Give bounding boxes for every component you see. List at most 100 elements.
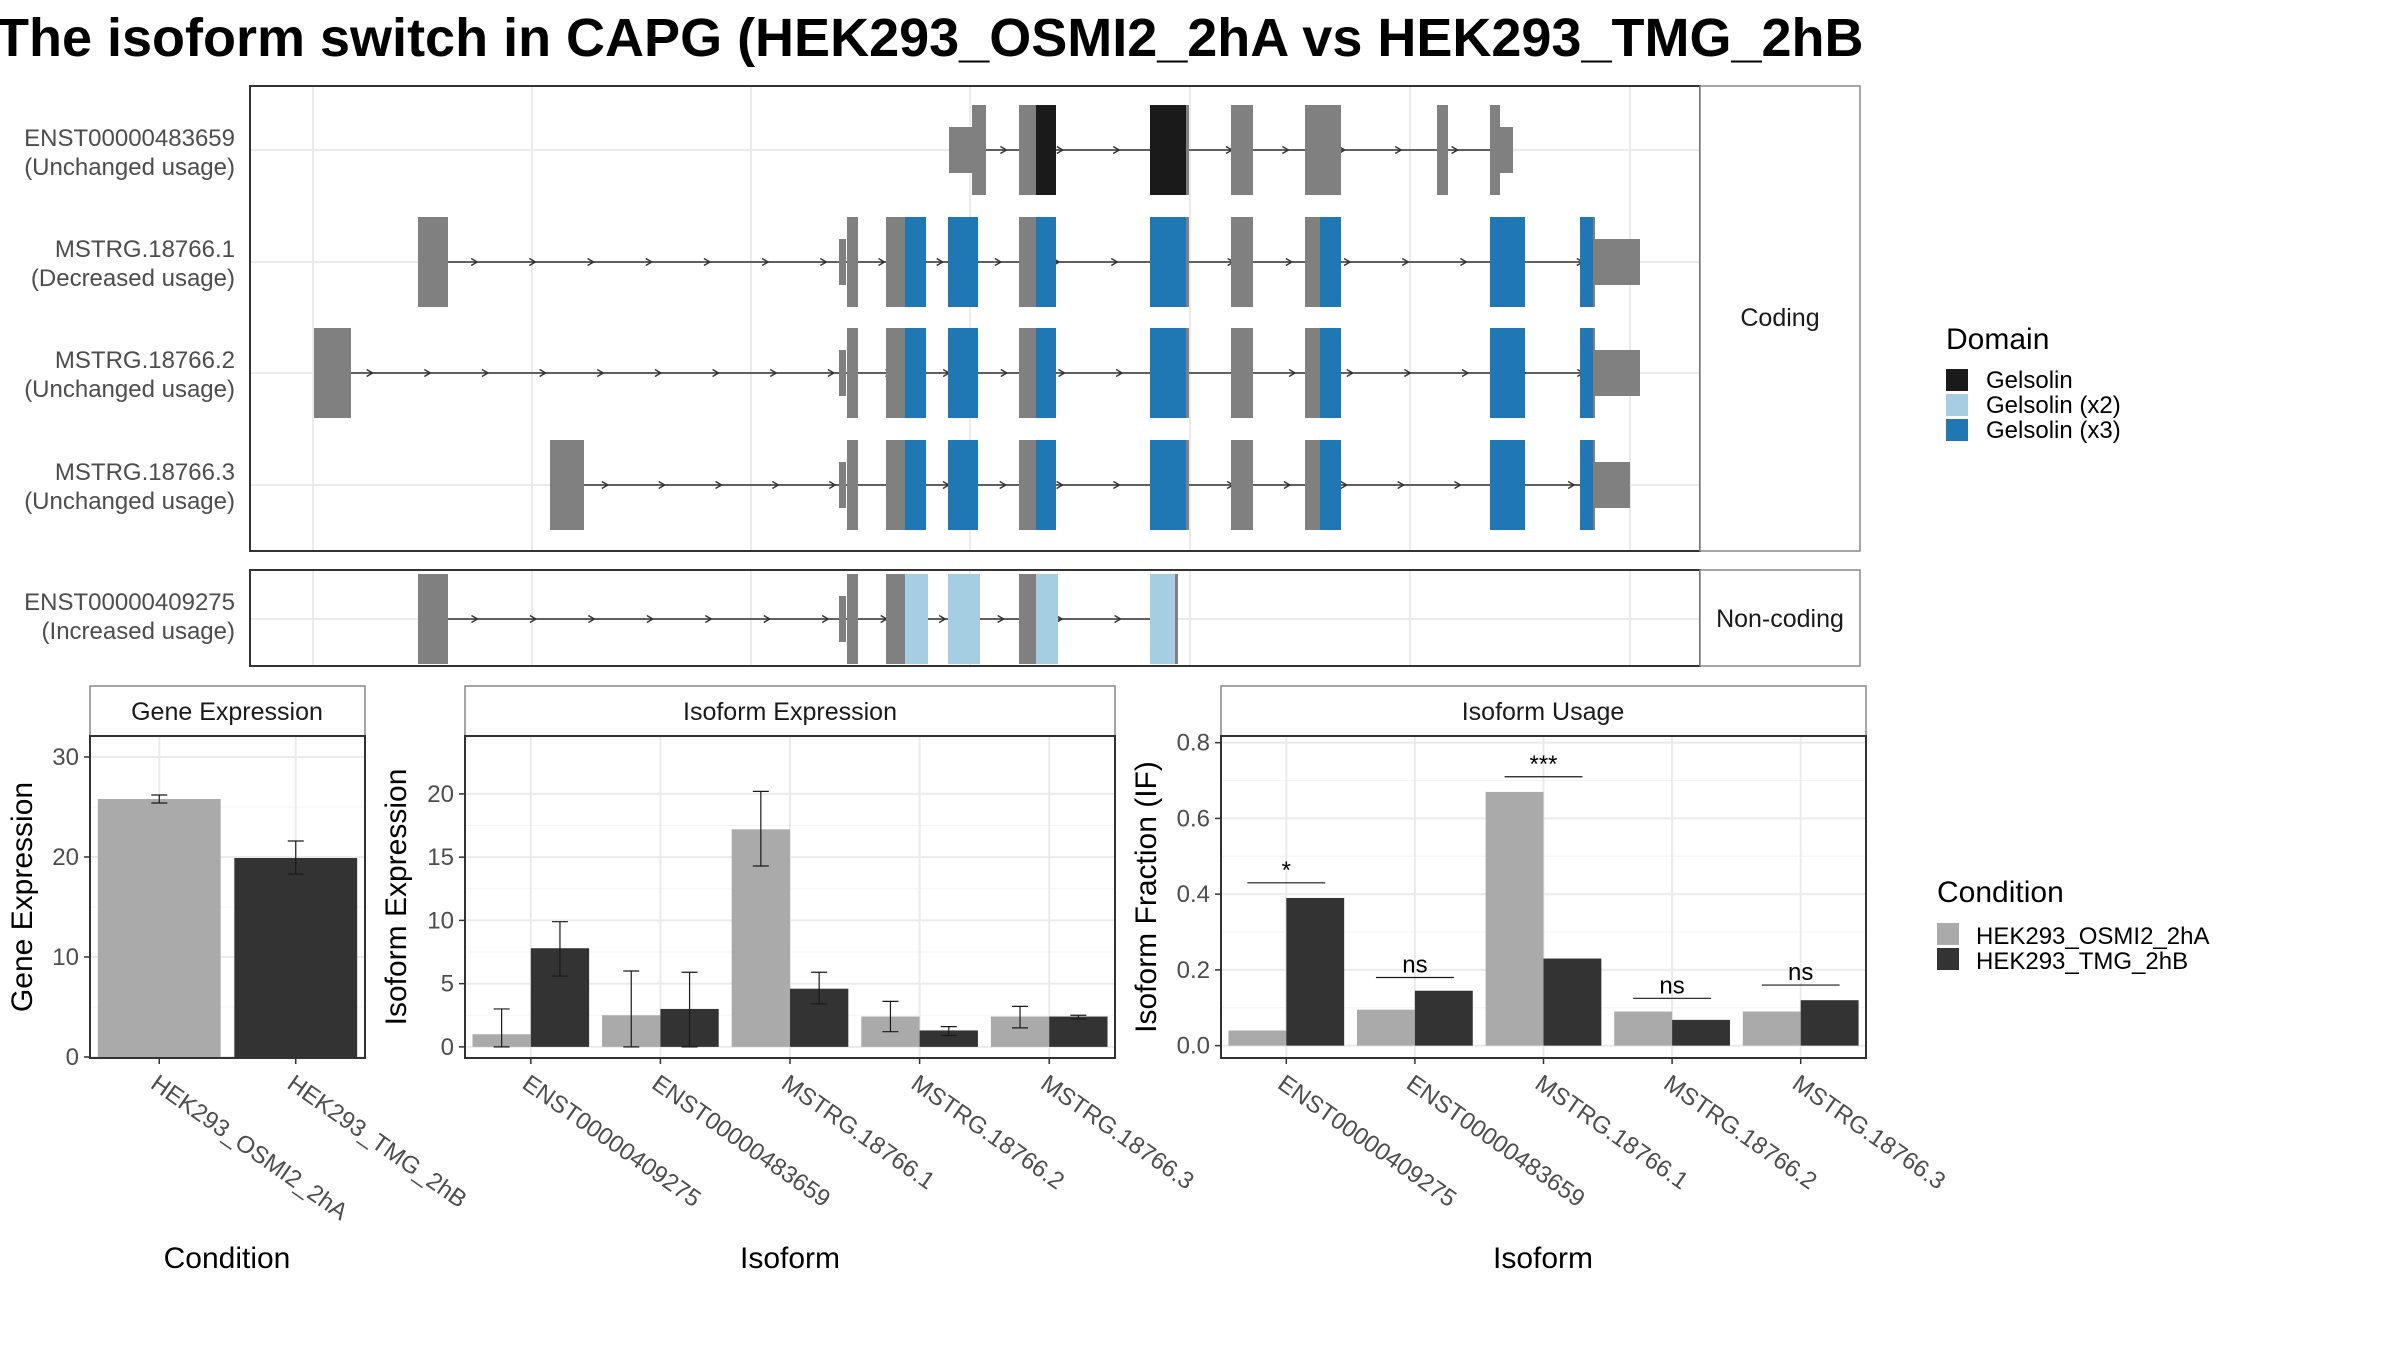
intron-direction-arrow: [1282, 145, 1290, 155]
domain-gelsolin-x3: [1490, 440, 1525, 530]
intron-direction-arrow: [1056, 480, 1064, 490]
intron-direction-arrow: [645, 257, 654, 267]
y-tick-label: 20: [427, 781, 454, 808]
intron-direction-arrow: [529, 257, 537, 267]
domain-gelsolin: [1150, 105, 1186, 195]
transcript-structures: [314, 105, 1640, 664]
exon: [1231, 328, 1253, 418]
intron-direction-arrow: [936, 257, 945, 267]
isoform-row-name: MSTRG.18766.3: [55, 459, 235, 486]
domain-gelsolin-x2: [905, 574, 928, 664]
bar: [1614, 1011, 1673, 1046]
intron-direction-arrow: [366, 368, 375, 378]
intron-direction-arrow: [1056, 145, 1065, 155]
domain-legend-item: Gelsolin (x3): [1986, 417, 2121, 444]
bar: [919, 1030, 978, 1047]
domain-gelsolin-x3: [948, 217, 978, 307]
domain-gelsolin-x3: [1150, 217, 1186, 307]
utr-exon: [949, 127, 972, 173]
exon: [1231, 217, 1253, 307]
isoform-row-name: MSTRG.18766.2: [55, 347, 235, 374]
intron-direction-arrow: [828, 480, 837, 490]
isoform-usage-y-axis-title: Isoform Fraction (IF): [1130, 761, 1163, 1033]
intron-direction-arrow: [878, 257, 886, 267]
intron-direction-arrow: [1394, 145, 1403, 155]
domain-gelsolin-x2: [1036, 574, 1058, 664]
y-tick-label: 10: [52, 944, 79, 971]
intron-direction-arrow: [821, 614, 830, 624]
condition-legend-item: HEK293_OSMI2_2hA: [1976, 923, 2209, 950]
utr-exon: [1500, 127, 1513, 173]
legend-swatch-gelsolin-x2: [1946, 394, 1968, 416]
exon: [847, 574, 858, 664]
intron-direction-arrow: [999, 480, 1008, 490]
gene-expression-x-axis-title: Condition: [164, 1242, 291, 1275]
domain-gelsolin-x3: [1150, 440, 1186, 530]
intron-direction-arrow: [1397, 480, 1406, 490]
intron-direction-arrow: [588, 614, 596, 624]
domain-gelsolin-x3: [1320, 440, 1341, 530]
intron-direction-arrow: [471, 614, 479, 624]
intron-direction-arrow: [587, 257, 595, 267]
isoform-usage-panel: Isoform Usage Isoform Fraction (IF) Isof…: [1130, 685, 1867, 1275]
intron-direction-arrow: [1404, 368, 1412, 378]
domain-gelsolin-x3: [1320, 217, 1341, 307]
significance-label: ***: [1529, 751, 1557, 778]
isoform-usage-strip: [1220, 685, 1867, 737]
isoform-expression-strip-title: Isoform Expression: [683, 698, 897, 726]
y-tick-label: 0.2: [1177, 957, 1210, 984]
domain-legend-item: Gelsolin (x2): [1986, 392, 2121, 419]
isoform-usage-x-axis-title: Isoform: [1493, 1242, 1593, 1275]
legend-swatch-condition-2: [1937, 948, 1959, 970]
coding-strip: [1699, 85, 1861, 552]
bar: [1228, 1030, 1287, 1046]
intron-direction-arrow: [1112, 145, 1121, 155]
y-tick-label: 0.4: [1177, 881, 1210, 908]
utr-exon: [1595, 350, 1640, 396]
domain-gelsolin-x3: [1150, 328, 1186, 418]
intron-direction-arrow: [658, 480, 667, 490]
exon: [1305, 105, 1341, 195]
domain-gelsolin: [1036, 105, 1056, 195]
intron-direction-arrow: [654, 368, 663, 378]
intron-direction-arrow: [539, 368, 547, 378]
significance-label: ns: [1659, 972, 1684, 999]
bar: [234, 858, 358, 1057]
exon: [314, 328, 351, 418]
legend-swatch-condition-1: [1937, 923, 1959, 945]
bar: [1485, 791, 1544, 1046]
intron-direction-arrow: [1567, 480, 1576, 490]
intron-direction-arrow: [997, 614, 1006, 624]
domain-gelsolin-x3: [1490, 217, 1525, 307]
domain-gelsolin-x3: [1580, 328, 1593, 418]
legend-swatch-gelsolin: [1946, 369, 1968, 391]
significance-label: ns: [1402, 951, 1427, 978]
bar: [97, 799, 221, 1057]
intron-direction-arrow: [1460, 257, 1468, 267]
utr-exon: [839, 239, 846, 285]
exon: [550, 440, 584, 530]
y-tick-label: 0.8: [1177, 730, 1210, 757]
isoform-row-name: ENST00000483659: [24, 125, 235, 152]
intron-direction-arrow: [1113, 480, 1121, 490]
bar: [1357, 1009, 1415, 1046]
isoform-usage-plot: 0.00.20.40.60.8ENST00000409275ENST000004…: [1177, 730, 1951, 1213]
exon: [972, 105, 986, 195]
y-tick-label: 0: [66, 1044, 79, 1071]
intron-direction-arrow: [994, 257, 1003, 267]
intron-direction-arrow: [481, 368, 490, 378]
domain-gelsolin-x3: [1036, 328, 1056, 418]
y-tick-label: 5: [441, 971, 454, 998]
exon: [847, 328, 858, 418]
y-tick-label: 20: [52, 844, 79, 871]
isoform-row-usage: (Decreased usage): [31, 265, 235, 292]
y-tick-label: 10: [427, 907, 454, 934]
gene-expression-strip-title: Gene Expression: [131, 698, 323, 726]
figure-title: The isoform switch in CAPG (HEK293_OSMI2…: [0, 8, 1864, 68]
y-tick-label: 0.0: [1177, 1033, 1210, 1060]
exon: [847, 440, 858, 530]
isoform-row-usage: (Unchanged usage): [24, 488, 235, 515]
y-tick-label: 0: [441, 1034, 454, 1061]
bar: [1672, 1019, 1730, 1046]
